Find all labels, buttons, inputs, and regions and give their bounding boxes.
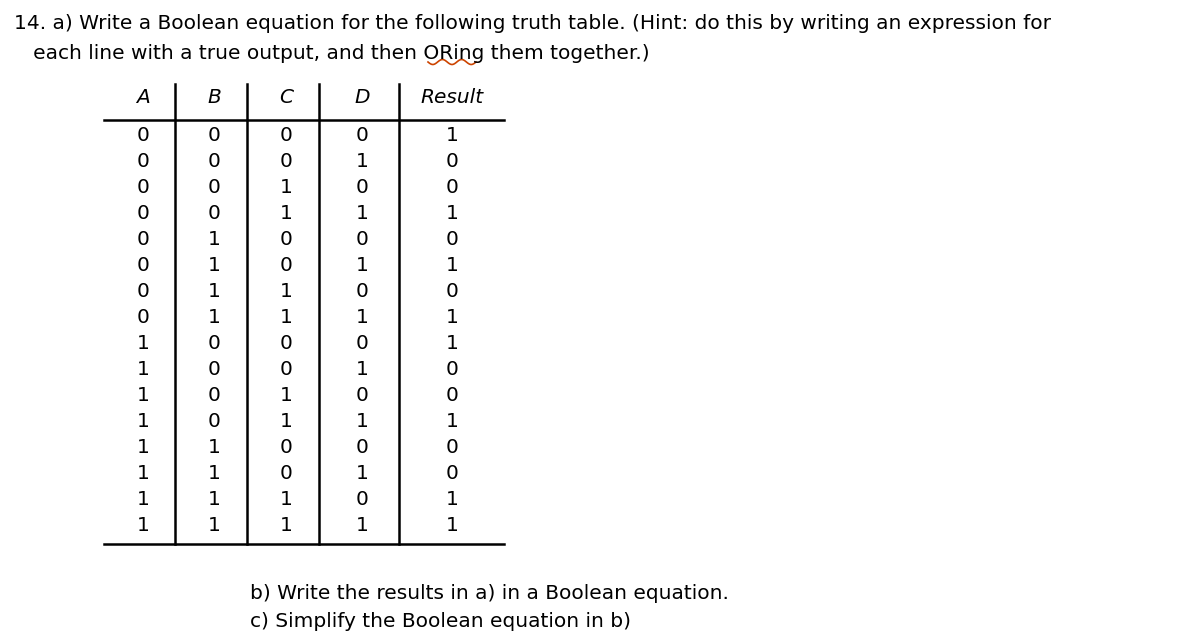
Text: 0: 0: [355, 438, 368, 457]
Text: 0: 0: [208, 360, 221, 379]
Text: 1: 1: [355, 308, 368, 327]
Text: each line with a true output, and then ORing them together.): each line with a true output, and then O…: [14, 44, 649, 63]
Text: 0: 0: [280, 230, 293, 249]
Text: 0: 0: [280, 360, 293, 379]
Text: 1: 1: [137, 412, 150, 431]
Text: 1: 1: [137, 360, 150, 379]
Text: B: B: [208, 88, 221, 107]
Text: 0: 0: [280, 438, 293, 457]
Text: 0: 0: [137, 204, 150, 223]
Text: 1: 1: [280, 412, 293, 431]
Text: 1: 1: [445, 334, 458, 353]
Text: 1: 1: [208, 516, 221, 535]
Text: 0: 0: [208, 412, 221, 431]
Text: 14. a) Write a Boolean equation for the following truth table. (Hint: do this by: 14. a) Write a Boolean equation for the …: [14, 14, 1051, 33]
Text: 1: 1: [280, 282, 293, 301]
Text: 1: 1: [445, 490, 458, 509]
Text: 1: 1: [208, 464, 221, 483]
Text: 0: 0: [137, 282, 150, 301]
Text: C: C: [278, 88, 293, 107]
Text: 0: 0: [137, 178, 150, 197]
Text: 1: 1: [445, 126, 458, 145]
Text: 1: 1: [280, 308, 293, 327]
Text: 0: 0: [445, 282, 458, 301]
Text: 1: 1: [137, 334, 150, 353]
Text: 1: 1: [445, 256, 458, 275]
Text: 0: 0: [280, 256, 293, 275]
Text: 1: 1: [355, 516, 368, 535]
Text: 1: 1: [445, 516, 458, 535]
Text: 1: 1: [280, 178, 293, 197]
Text: 0: 0: [208, 204, 221, 223]
Text: 1: 1: [208, 282, 221, 301]
Text: 1: 1: [355, 256, 368, 275]
Text: 0: 0: [280, 334, 293, 353]
Text: 1: 1: [208, 230, 221, 249]
Text: 1: 1: [137, 386, 150, 405]
Text: 0: 0: [445, 386, 458, 405]
Text: 0: 0: [280, 152, 293, 171]
Text: 0: 0: [208, 126, 221, 145]
Text: 0: 0: [280, 464, 293, 483]
Text: 0: 0: [445, 152, 458, 171]
Text: 0: 0: [280, 126, 293, 145]
Text: 0: 0: [137, 256, 150, 275]
Text: D: D: [354, 88, 370, 107]
Text: 1: 1: [355, 464, 368, 483]
Text: 1: 1: [280, 516, 293, 535]
Text: 1: 1: [137, 464, 150, 483]
Text: 0: 0: [355, 490, 368, 509]
Text: 1: 1: [355, 152, 368, 171]
Text: 0: 0: [137, 152, 150, 171]
Text: 0: 0: [445, 230, 458, 249]
Text: Result: Result: [420, 88, 484, 107]
Text: 0: 0: [137, 230, 150, 249]
Text: 1: 1: [445, 308, 458, 327]
Text: 1: 1: [280, 386, 293, 405]
Text: 0: 0: [208, 386, 221, 405]
Text: 0: 0: [355, 178, 368, 197]
Text: 0: 0: [355, 230, 368, 249]
Text: 0: 0: [208, 152, 221, 171]
Text: b) Write the results in a) in a Boolean equation.: b) Write the results in a) in a Boolean …: [250, 584, 728, 603]
Text: 1: 1: [208, 490, 221, 509]
Text: 1: 1: [208, 256, 221, 275]
Text: 0: 0: [445, 464, 458, 483]
Text: 0: 0: [355, 386, 368, 405]
Text: 0: 0: [208, 334, 221, 353]
Text: 0: 0: [445, 438, 458, 457]
Text: 0: 0: [355, 282, 368, 301]
Text: c) Simplify the Boolean equation in b): c) Simplify the Boolean equation in b): [250, 612, 631, 631]
Text: 1: 1: [445, 204, 458, 223]
Text: 1: 1: [280, 490, 293, 509]
Text: 1: 1: [137, 516, 150, 535]
Text: 1: 1: [355, 204, 368, 223]
Text: 0: 0: [137, 126, 150, 145]
Text: 0: 0: [208, 178, 221, 197]
Text: 0: 0: [355, 126, 368, 145]
Text: 1: 1: [280, 204, 293, 223]
Text: 0: 0: [445, 178, 458, 197]
Text: 1: 1: [208, 438, 221, 457]
Text: 0: 0: [355, 334, 368, 353]
Text: 0: 0: [137, 308, 150, 327]
Text: 1: 1: [137, 438, 150, 457]
Text: 0: 0: [445, 360, 458, 379]
Text: 1: 1: [137, 490, 150, 509]
Text: 1: 1: [445, 412, 458, 431]
Text: A: A: [136, 88, 150, 107]
Text: 1: 1: [355, 360, 368, 379]
Text: 1: 1: [355, 412, 368, 431]
Text: 1: 1: [208, 308, 221, 327]
